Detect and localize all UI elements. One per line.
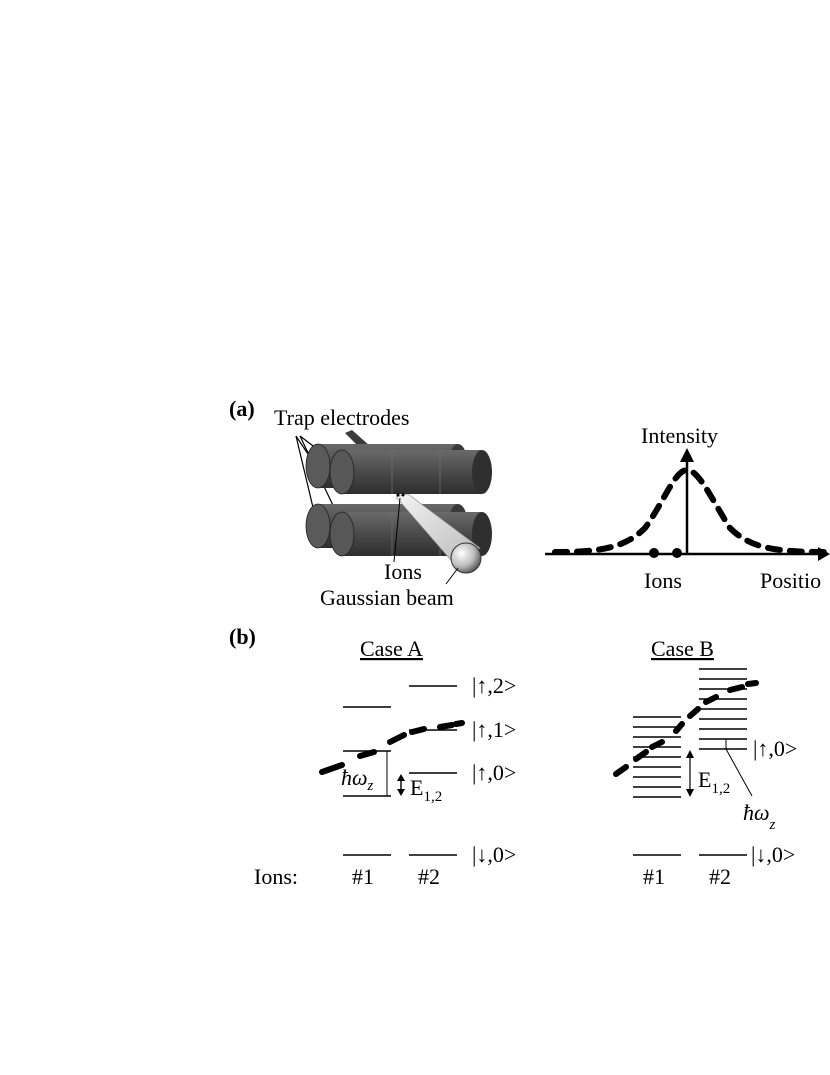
trap-electrodes	[305, 430, 492, 557]
gaussian-beam-label: Gaussian beam	[320, 585, 454, 610]
ions-label: Ions	[384, 559, 422, 584]
beam-pointer	[445, 567, 459, 585]
case-b-spacing-pointer	[725, 748, 753, 797]
case-b-level-down0: |↓,0>	[751, 842, 795, 867]
gaussian-intensity-curve	[552, 466, 828, 555]
case-a-ion-1-label: #1	[352, 864, 374, 889]
ions-pointer	[393, 497, 401, 563]
position-axis-label: Positio	[760, 568, 821, 593]
case-b-title: Case B	[651, 636, 714, 661]
case-a-light-shift-curve	[319, 720, 465, 775]
intensity-axis-label: Intensity	[641, 423, 718, 448]
case-b-levels-ion2	[699, 668, 747, 856]
ion-marker-2	[672, 548, 682, 558]
trapped-ions	[396, 493, 405, 497]
case-b-ion-1-label: #1	[643, 864, 665, 889]
case-a-title: Case A	[360, 636, 423, 661]
ions-row-label: Ions:	[254, 864, 298, 889]
intensity-plot: Intensity Ions Positio	[545, 423, 830, 593]
panel-b-label: (b)	[229, 624, 256, 649]
trap-electrodes-label: Trap electrodes	[274, 405, 409, 430]
case-b-levels-ion1	[633, 716, 681, 856]
case-a-level-up2: |↑,2>	[472, 673, 516, 698]
case-a-hbar-omega: ħωz	[341, 765, 374, 794]
case-a-level-up0: |↑,0>	[472, 760, 516, 785]
case-b: Case B	[613, 636, 797, 889]
case-b-level-up0: |↑,0>	[753, 736, 797, 761]
case-b-light-shift-curve	[613, 680, 759, 777]
case-a: Case A ħωz E1,2 |↑,2> |↑,1> |↑,0> |↓,0>	[319, 636, 516, 867]
case-b-ion-2-label: #2	[709, 864, 731, 889]
intensity-axis-arrow	[680, 448, 694, 462]
panel-a-label: (a)	[229, 396, 255, 421]
case-b-e12: E1,2	[698, 767, 730, 797]
case-a-level-down0: |↓,0>	[472, 842, 516, 867]
case-a-level-up1: |↑,1>	[472, 717, 516, 742]
ion-marker-1	[649, 548, 659, 558]
case-b-hbar-omega: ħωz	[743, 800, 776, 833]
case-a-e12: E1,2	[410, 775, 442, 805]
electrode-upper-front	[329, 449, 492, 495]
case-a-levels-ion2	[409, 685, 457, 856]
case-a-ion-2-label: #2	[418, 864, 440, 889]
plot-ions-label: Ions	[644, 568, 682, 593]
